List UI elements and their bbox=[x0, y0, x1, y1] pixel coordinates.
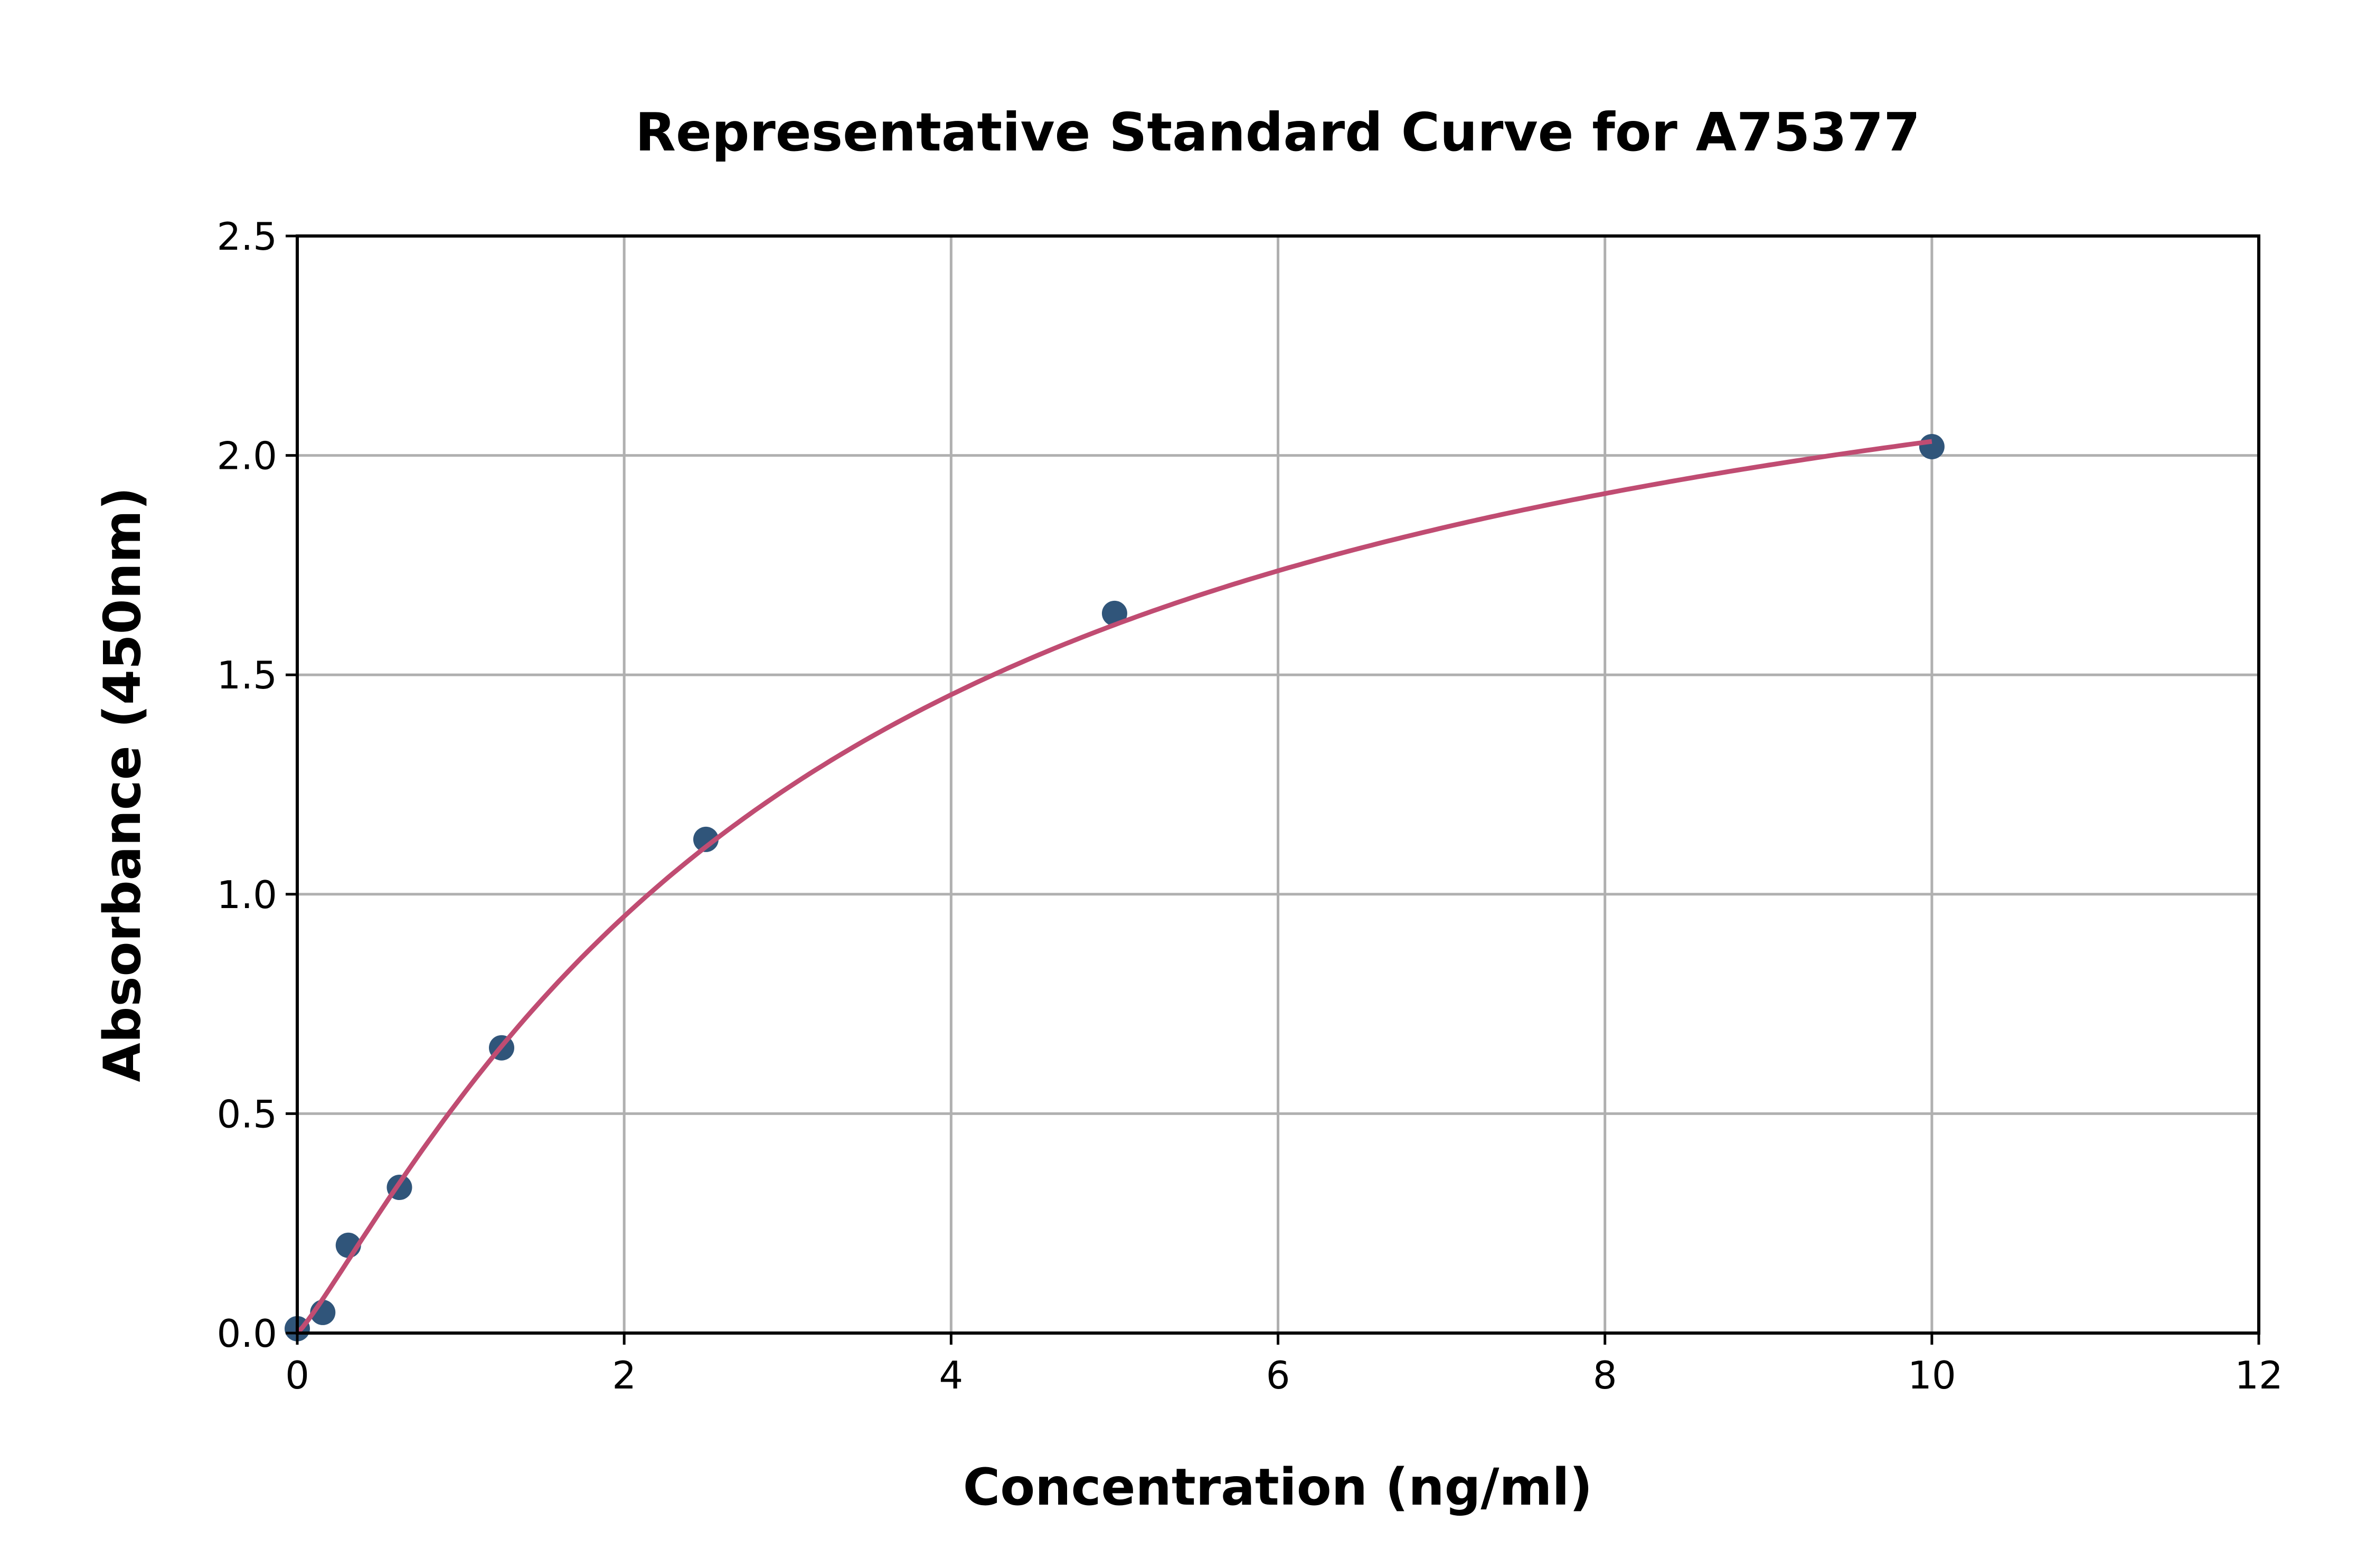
x-tick-label: 6 bbox=[1266, 1353, 1290, 1397]
x-tick-label: 2 bbox=[612, 1353, 636, 1397]
x-tick-label: 0 bbox=[285, 1353, 309, 1397]
data-point bbox=[693, 826, 719, 852]
y-tick-label: 2.5 bbox=[216, 214, 277, 259]
y-tick-label: 1.0 bbox=[216, 873, 277, 917]
grid bbox=[296, 234, 2260, 1335]
data-point bbox=[1919, 433, 1945, 459]
chart-title: Representative Standard Curve for A75377 bbox=[635, 101, 1920, 163]
y-tick-label: 0.5 bbox=[216, 1092, 277, 1136]
x-tick-label: 12 bbox=[2234, 1353, 2283, 1397]
x-tick-label: 8 bbox=[1593, 1353, 1617, 1397]
x-tick-label: 10 bbox=[1908, 1353, 1956, 1397]
x-tick-label: 4 bbox=[939, 1353, 963, 1397]
y-axis-ticks: 0.0 0.5 1.0 1.5 2.0 2.5 bbox=[216, 214, 297, 1356]
data-point bbox=[1101, 600, 1127, 626]
x-axis-label: Concentration (ng/ml) bbox=[963, 1458, 1592, 1517]
y-tick-label: 0.0 bbox=[216, 1311, 277, 1356]
y-tick-label: 2.0 bbox=[216, 434, 277, 478]
x-axis-ticks: 0 2 4 6 8 10 12 bbox=[285, 1333, 2283, 1397]
y-tick-label: 1.5 bbox=[216, 653, 277, 697]
data-points bbox=[285, 433, 1945, 1342]
fit-curve bbox=[295, 439, 1932, 1335]
y-axis-label: Absorbance (450nm) bbox=[93, 487, 152, 1082]
